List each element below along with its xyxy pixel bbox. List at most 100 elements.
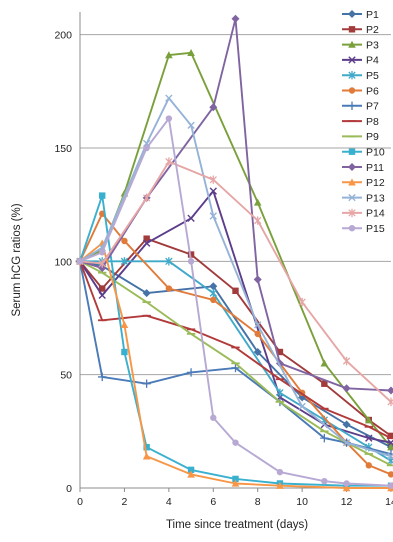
legend-label-p11: P11 xyxy=(366,162,384,174)
data-point-p3 xyxy=(364,416,373,424)
data-point-p10 xyxy=(232,475,239,483)
data-point-p5 xyxy=(120,257,129,266)
data-point-p15 xyxy=(165,115,173,122)
data-point-p14 xyxy=(298,297,306,307)
legend-item-p14: P14 xyxy=(342,208,385,220)
data-point-p3 xyxy=(320,359,329,367)
data-point-p13 xyxy=(165,94,173,102)
legend-marker-p14 xyxy=(348,208,356,218)
legend-marker-p3 xyxy=(348,40,356,48)
series-p2 xyxy=(76,235,393,440)
legend-label-p13: P13 xyxy=(366,192,385,204)
data-point-p2 xyxy=(99,285,106,292)
legend-item-p11: P11 xyxy=(342,162,384,174)
data-point-p12 xyxy=(187,470,195,478)
data-point-p12 xyxy=(231,479,240,487)
data-point-p12 xyxy=(142,452,151,460)
legend-label-p5: P5 xyxy=(366,70,379,82)
data-point-p14 xyxy=(165,157,173,166)
series-lines xyxy=(75,14,393,492)
data-point-p13 xyxy=(342,438,351,447)
data-point-p1 xyxy=(253,348,262,356)
data-point-p4 xyxy=(365,434,373,442)
legend-label-p12: P12 xyxy=(366,177,385,189)
data-point-p6 xyxy=(210,296,217,304)
legend-item-p8: P8 xyxy=(342,116,379,128)
legend-marker-p11 xyxy=(348,163,356,171)
legend-item-p12: P12 xyxy=(342,177,385,189)
data-point-p2 xyxy=(187,251,195,258)
data-point-p6 xyxy=(121,237,128,245)
data-point-p15 xyxy=(187,258,195,265)
data-point-p4 xyxy=(387,438,393,447)
legend-label-p3: P3 xyxy=(366,39,379,51)
data-point-p4 xyxy=(209,187,217,195)
data-point-p2 xyxy=(276,348,284,356)
data-point-p12 xyxy=(276,481,284,489)
data-point-p14 xyxy=(98,259,106,268)
legend-label-p10: P10 xyxy=(366,147,385,159)
data-point-p14 xyxy=(387,397,393,407)
data-point-p2 xyxy=(387,432,393,440)
data-point-p14 xyxy=(254,216,262,225)
data-point-p2 xyxy=(232,287,239,294)
data-point-p3 xyxy=(165,51,173,59)
legend-item-p7: P7 xyxy=(342,101,379,113)
x-axis-label: Time since treatment (days) xyxy=(166,519,308,531)
legend: P1 P2 P3 P4 P5 P6 P7 P8 P9 P10 P11 P12 P13 P14 P15 xyxy=(342,9,385,235)
series-line-p6 xyxy=(79,212,392,476)
data-point-p11 xyxy=(209,103,218,112)
data-point-p2 xyxy=(143,235,150,242)
data-point-p15 xyxy=(143,144,150,152)
data-point-p10 xyxy=(121,348,128,356)
legend-marker-p15 xyxy=(348,225,356,232)
x-tick-label: 4 xyxy=(166,496,172,508)
legend-item-p3: P3 xyxy=(342,39,379,51)
data-point-p13 xyxy=(209,212,217,220)
x-tick-label: 6 xyxy=(210,496,216,508)
legend-label-p4: P4 xyxy=(366,55,379,67)
legend-label-p2: P2 xyxy=(366,24,379,36)
x-tick-label: 0 xyxy=(77,496,83,508)
series-p11 xyxy=(76,14,393,395)
axes: 0 50 100 150 200 0 2 4 6 8 10 12 14 xyxy=(54,12,393,508)
legend-marker-p4 xyxy=(348,56,356,64)
legend-item-p4: P4 xyxy=(342,55,379,67)
y-tick-label: 100 xyxy=(54,256,72,268)
gridlines xyxy=(80,34,391,376)
legend-marker-p5 xyxy=(348,71,356,80)
data-point-p15 xyxy=(76,258,84,265)
series-p12 xyxy=(76,239,393,492)
data-point-p14 xyxy=(342,356,351,366)
data-point-p7 xyxy=(142,379,151,388)
data-point-p10 xyxy=(99,192,106,199)
data-point-p15 xyxy=(210,414,217,421)
data-point-p5 xyxy=(276,388,284,397)
data-point-p15 xyxy=(276,468,284,476)
y-tick-label: 200 xyxy=(54,30,72,42)
data-point-p10 xyxy=(187,466,195,474)
data-point-p6 xyxy=(387,471,393,478)
data-point-p14 xyxy=(209,175,217,184)
data-point-p15 xyxy=(232,439,239,446)
legend-item-p2: P2 xyxy=(342,24,379,36)
series-p14 xyxy=(76,157,393,407)
x-tick-label: 8 xyxy=(255,496,261,508)
data-point-p7 xyxy=(231,363,240,373)
legend-item-p5: P5 xyxy=(342,70,379,82)
data-point-p12 xyxy=(120,321,129,328)
data-point-p13 xyxy=(254,321,262,329)
data-point-p12 xyxy=(342,484,351,492)
data-point-p15 xyxy=(321,478,328,485)
data-point-p5 xyxy=(209,288,217,298)
legend-label-p7: P7 xyxy=(366,101,379,113)
data-point-p14 xyxy=(142,193,151,203)
legend-marker-p2 xyxy=(348,26,356,33)
legend-item-p6: P6 xyxy=(342,85,379,97)
data-point-p3 xyxy=(387,443,393,451)
legend-label-p15: P15 xyxy=(366,223,385,235)
legend-marker-p7 xyxy=(347,101,357,110)
x-tick-label: 14 xyxy=(385,496,393,508)
